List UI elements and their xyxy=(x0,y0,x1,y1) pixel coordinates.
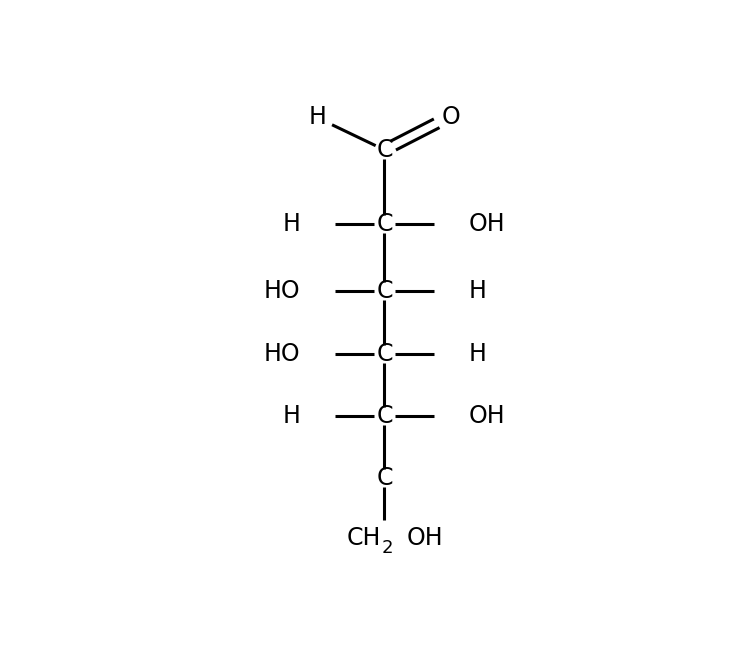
Text: OH: OH xyxy=(406,526,443,550)
Text: C: C xyxy=(376,404,393,428)
Text: H: H xyxy=(282,404,300,428)
Text: H: H xyxy=(469,280,487,304)
Text: H: H xyxy=(308,105,326,129)
Text: C: C xyxy=(376,280,393,304)
Text: C: C xyxy=(376,342,393,366)
Text: H: H xyxy=(469,342,487,366)
Text: C: C xyxy=(376,138,393,162)
Text: C: C xyxy=(376,466,393,490)
Text: HO: HO xyxy=(263,280,300,304)
Text: 2: 2 xyxy=(382,539,393,557)
Text: HO: HO xyxy=(263,342,300,366)
Text: C: C xyxy=(376,213,393,236)
Text: OH: OH xyxy=(469,213,506,236)
Text: OH: OH xyxy=(469,404,506,428)
Text: H: H xyxy=(282,213,300,236)
Text: O: O xyxy=(442,105,460,129)
Text: CH: CH xyxy=(347,526,382,550)
